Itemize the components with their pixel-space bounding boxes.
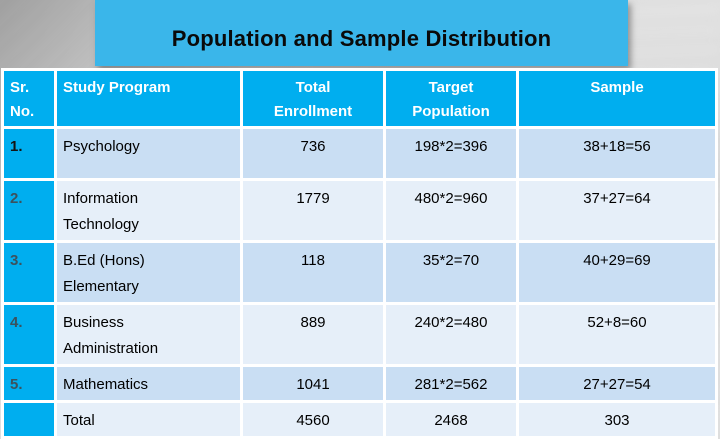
total-label-cell: Total bbox=[57, 403, 240, 436]
program-cell: Mathematics bbox=[57, 367, 240, 400]
total-sample-cell: 303 bbox=[519, 403, 715, 436]
sr-cell: 4. bbox=[4, 305, 54, 364]
enrollment-cell: 736 bbox=[243, 129, 383, 178]
header-line: Total bbox=[295, 79, 331, 96]
title-band: Population and Sample Distribution bbox=[95, 0, 628, 66]
program-cell: Psychology bbox=[57, 129, 240, 178]
sr-cell: 3. bbox=[4, 243, 54, 302]
total-enrollment-cell: 4560 bbox=[243, 403, 383, 436]
table-row: 1. Psychology 736 198*2=396 38+18=56 bbox=[4, 129, 715, 178]
header-line: Enrollment bbox=[273, 103, 353, 120]
table-row: 4. Business Administration 889 240*2=480… bbox=[4, 305, 715, 364]
sample-cell: 37+27=64 bbox=[519, 181, 715, 240]
header-line: Population bbox=[412, 103, 490, 120]
program-cell: B.Ed (Hons) Elementary bbox=[57, 243, 240, 302]
column-header-total-enrollment: Total Enrollment bbox=[243, 71, 383, 126]
sample-cell: 27+27=54 bbox=[519, 367, 715, 400]
enrollment-cell: 118 bbox=[243, 243, 383, 302]
program-line: Technology bbox=[63, 216, 139, 233]
program-line: Business bbox=[63, 314, 124, 331]
header-line: No. bbox=[10, 103, 35, 120]
total-row: Total 4560 2468 303 bbox=[4, 403, 715, 436]
table-row: 2. Information Technology 1779 480*2=960… bbox=[4, 181, 715, 240]
enrollment-cell: 1779 bbox=[243, 181, 383, 240]
population-sample-table: Sr. No. Study Program Total Enrollment T… bbox=[1, 68, 718, 439]
sr-cell: 1. bbox=[4, 129, 54, 178]
header-line: Target bbox=[428, 79, 474, 96]
program-line: Information bbox=[63, 190, 139, 207]
enrollment-cell: 889 bbox=[243, 305, 383, 364]
sr-cell: 5. bbox=[4, 367, 54, 400]
target-cell: 480*2=960 bbox=[386, 181, 516, 240]
program-line: Administration bbox=[63, 340, 159, 357]
target-cell: 240*2=480 bbox=[386, 305, 516, 364]
program-line: Elementary bbox=[63, 278, 139, 295]
sr-cell: 2. bbox=[4, 181, 54, 240]
column-header-sr-no: Sr. No. bbox=[4, 71, 54, 126]
target-cell: 198*2=396 bbox=[386, 129, 516, 178]
program-cell: Information Technology bbox=[57, 181, 240, 240]
sample-cell: 38+18=56 bbox=[519, 129, 715, 178]
header-row: Sr. No. Study Program Total Enrollment T… bbox=[4, 71, 715, 126]
target-cell: 281*2=562 bbox=[386, 367, 516, 400]
table-row: 5. Mathematics 1041 281*2=562 27+27=54 bbox=[4, 367, 715, 400]
program-cell: Business Administration bbox=[57, 305, 240, 364]
column-header-target-population: Target Population bbox=[386, 71, 516, 126]
sample-cell: 52+8=60 bbox=[519, 305, 715, 364]
table-row: 3. B.Ed (Hons) Elementary 118 35*2=70 40… bbox=[4, 243, 715, 302]
header-line: Sample bbox=[590, 79, 644, 96]
program-line: Mathematics bbox=[63, 376, 149, 393]
header-line: Sr. bbox=[10, 79, 30, 96]
column-header-sample: Sample bbox=[519, 71, 715, 126]
header-line: Study Program bbox=[63, 79, 171, 96]
sr-cell-empty bbox=[4, 403, 54, 436]
slide-title: Population and Sample Distribution bbox=[171, 26, 552, 51]
program-line: B.Ed (Hons) bbox=[63, 252, 145, 269]
program-line: Psychology bbox=[63, 138, 140, 155]
column-header-study-program: Study Program bbox=[57, 71, 240, 126]
sample-cell: 40+29=69 bbox=[519, 243, 715, 302]
enrollment-cell: 1041 bbox=[243, 367, 383, 400]
total-target-cell: 2468 bbox=[386, 403, 516, 436]
target-cell: 35*2=70 bbox=[386, 243, 516, 302]
